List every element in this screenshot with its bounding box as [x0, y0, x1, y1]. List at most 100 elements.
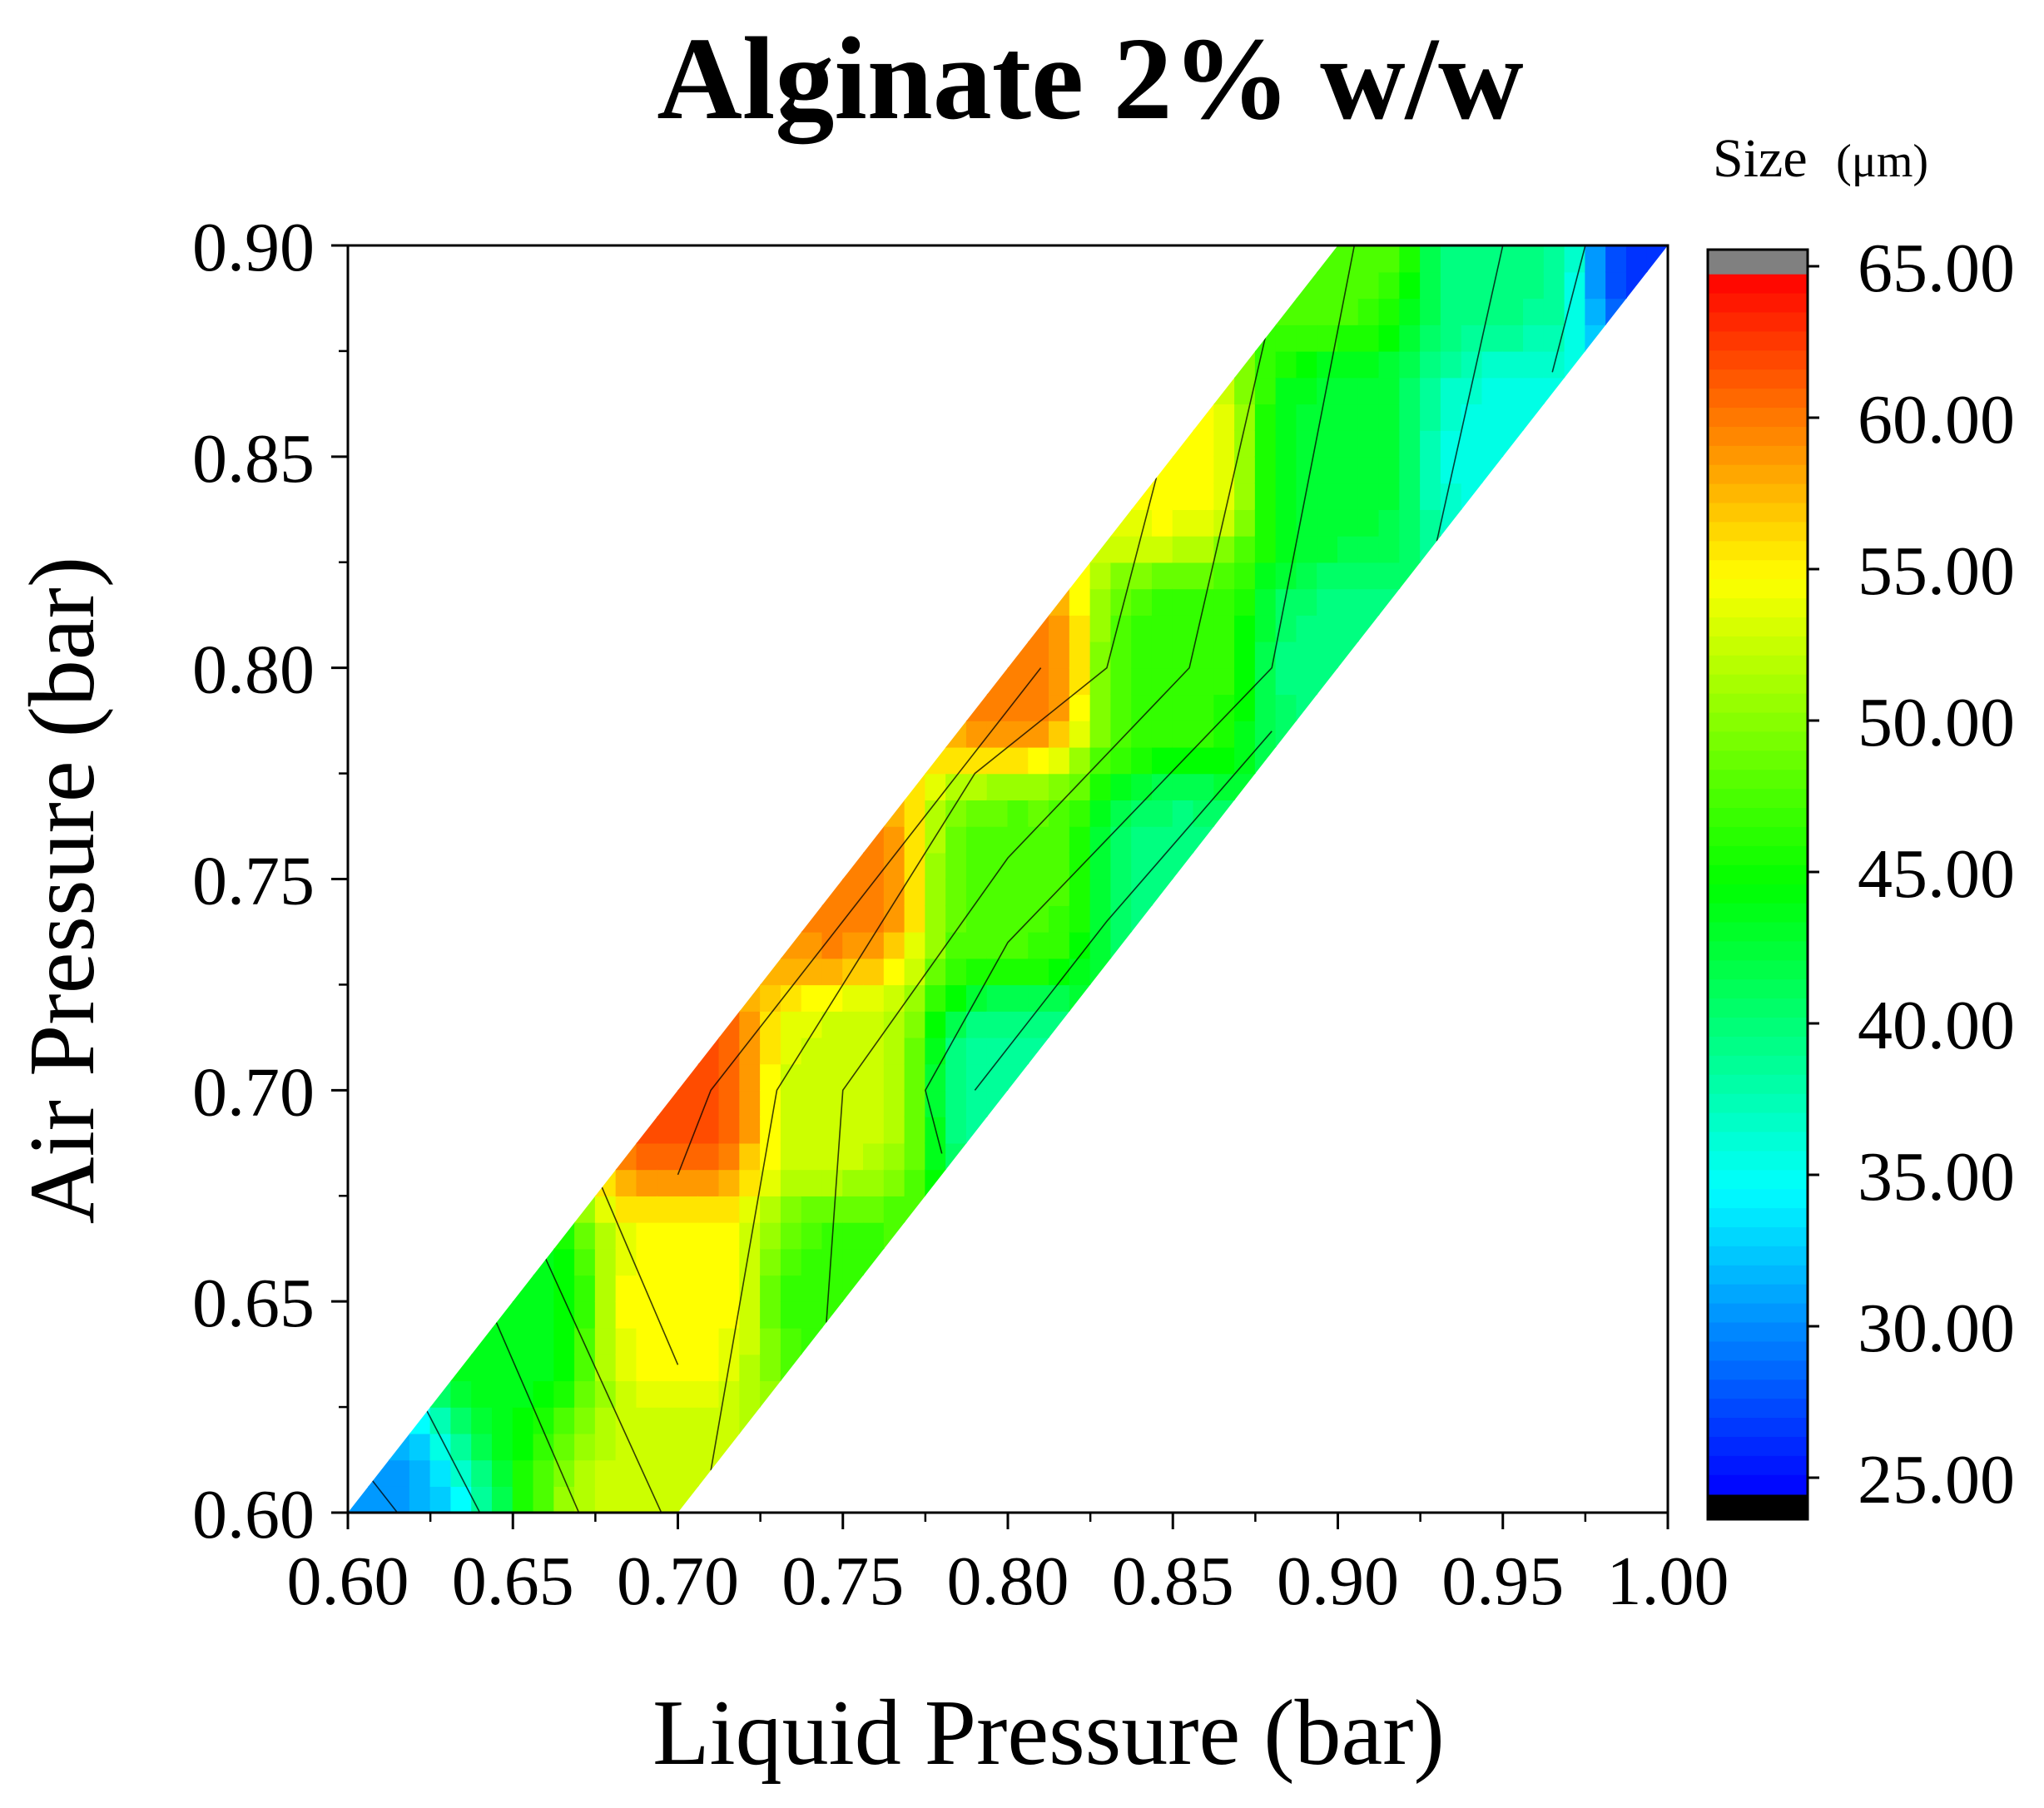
- contour-cell: [1172, 456, 1194, 484]
- contour-cell: [697, 1010, 720, 1038]
- contour-cell: [1110, 904, 1133, 933]
- contour-cell: [718, 1010, 741, 1038]
- contour-cell: [1193, 377, 1215, 405]
- contour-cell: [739, 1354, 762, 1382]
- contour-cell: [986, 720, 1009, 748]
- contour-cell: [389, 1459, 411, 1487]
- contour-cell: [760, 904, 782, 933]
- contour-cell: [842, 773, 865, 801]
- contour-cell: [965, 1142, 988, 1171]
- contour-cell: [657, 1010, 679, 1038]
- contour-cell: [1317, 508, 1339, 537]
- contour-cell: [904, 958, 926, 986]
- contour-cell: [780, 1300, 802, 1329]
- contour-cell: [657, 1142, 679, 1171]
- contour-cell: [1337, 508, 1359, 537]
- contour-cell: [801, 825, 823, 854]
- contour-cell: [965, 1037, 988, 1065]
- contour-cell: [821, 958, 844, 986]
- contour-cell: [1461, 350, 1483, 379]
- contour-cell: [1193, 429, 1215, 458]
- contour-cell: [1275, 799, 1297, 827]
- y-tick-label: 0.85: [192, 420, 315, 498]
- contour-cell: [1605, 377, 1628, 405]
- contour-cell: [1049, 1037, 1071, 1065]
- contour-cell: [1131, 535, 1153, 563]
- contour-cell: [1007, 693, 1029, 721]
- contour-cell: [760, 1248, 782, 1276]
- contour-cell: [986, 983, 1009, 1012]
- contour-cell: [1399, 456, 1421, 484]
- contour-cell: [718, 1089, 741, 1117]
- contour-cell: [1378, 377, 1401, 405]
- contour-cell: [471, 1248, 494, 1276]
- contour-cell: [801, 1221, 823, 1250]
- contour-cell: [904, 746, 926, 775]
- contour-cell: [594, 1406, 617, 1434]
- contour-cell: [1296, 720, 1318, 748]
- contour-cell: [739, 1459, 762, 1487]
- contour-cell: [1151, 799, 1173, 827]
- contour-cell: [739, 983, 762, 1012]
- contour-cell: [1213, 641, 1236, 669]
- plot-area: 0.60 0.65 0.70 0.75 0.80 0.85 0.90 0.95 1.00 0.90…: [192, 209, 1729, 1620]
- contour-cell: [760, 1010, 782, 1038]
- contour-cell: [1440, 483, 1462, 510]
- contour-cell: [1213, 297, 1236, 325]
- contour-cell: [780, 983, 802, 1012]
- contour-cell: [677, 1380, 699, 1408]
- contour-cell: [1007, 746, 1029, 775]
- contour-cell: [718, 1459, 741, 1487]
- contour-cell: [657, 1274, 679, 1302]
- contour-cell: [1069, 773, 1091, 801]
- contour-cell: [1296, 377, 1318, 405]
- contour-cell: [389, 1433, 411, 1461]
- contour-line: [495, 1322, 580, 1513]
- contour-cell: [1151, 746, 1173, 775]
- contour-cell: [739, 1037, 762, 1065]
- contour-cell: [1151, 403, 1173, 431]
- contour-cell: [1378, 483, 1401, 510]
- contour-cell: [945, 693, 968, 721]
- contour-cell: [739, 1327, 762, 1355]
- contour-cell: [883, 773, 905, 801]
- contour-cell: [1357, 324, 1380, 352]
- contour-cell: [883, 852, 905, 880]
- contour-cell: [863, 904, 886, 933]
- contour-cell: [1131, 562, 1153, 590]
- y-tick-label: 0.60: [192, 1476, 315, 1553]
- contour-cell: [636, 1485, 658, 1513]
- contour-cell: [760, 1063, 782, 1092]
- contour-cell: [1275, 693, 1297, 721]
- contour-cell: [450, 1380, 473, 1408]
- contour-cell: [1049, 879, 1071, 906]
- contour-cell: [945, 1221, 968, 1250]
- contour-cell: [760, 1327, 782, 1355]
- contour-cell: [533, 1221, 555, 1250]
- contour-cell: [739, 931, 762, 959]
- contour-cell: [945, 773, 968, 801]
- contour-cell: [1481, 297, 1504, 325]
- colorbar-swatch: [1708, 998, 1808, 1018]
- contour-cell: [1254, 587, 1277, 616]
- contour-cell: [677, 1195, 699, 1223]
- contour-cell: [760, 879, 782, 906]
- contour-cell: [615, 1142, 638, 1171]
- contour-cell: [863, 1195, 886, 1223]
- contour-cell: [1440, 456, 1462, 484]
- contour-cell: [512, 1485, 534, 1513]
- contour-cell: [760, 1354, 782, 1382]
- contour-cell: [1049, 614, 1071, 642]
- contour-cell: [1049, 904, 1071, 933]
- contour-cell: [574, 1380, 597, 1408]
- contour-cell: [1028, 983, 1050, 1012]
- contour-cell: [780, 1406, 802, 1434]
- contour-cell: [965, 641, 988, 669]
- contour-cell: [1131, 456, 1153, 484]
- contour-cell: [1049, 825, 1071, 854]
- contour-cell: [821, 799, 844, 827]
- contour-line: [826, 308, 1273, 1323]
- contour-cell: [801, 1037, 823, 1065]
- contour-cell: [1007, 1063, 1029, 1092]
- contour-cell: [1378, 587, 1401, 616]
